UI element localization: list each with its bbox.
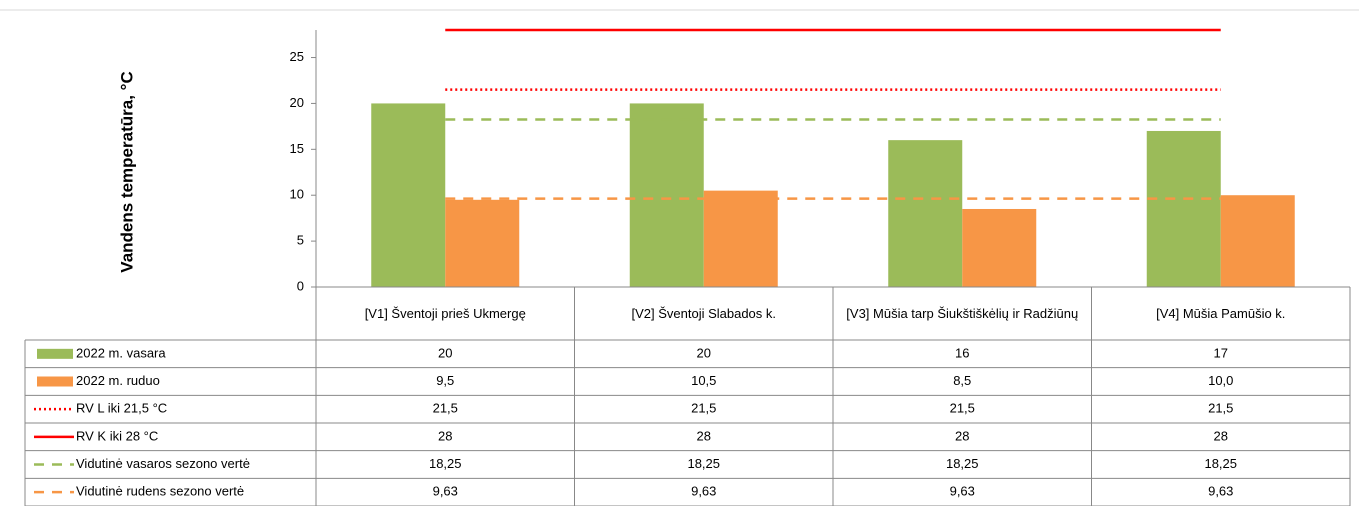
table-value: 21,5 bbox=[950, 401, 975, 416]
legend-key bbox=[37, 348, 73, 359]
table-value: 21,5 bbox=[691, 401, 716, 416]
bar bbox=[445, 199, 520, 287]
table-value: 18,25 bbox=[429, 456, 462, 471]
legend-label: Vidutinė rudens sezono vertė bbox=[76, 484, 244, 499]
bar bbox=[1146, 130, 1221, 287]
x-tick-label: [V1] Šventoji prieš Ukmergę bbox=[364, 305, 526, 321]
legend-key bbox=[37, 376, 73, 387]
table-value: 21,5 bbox=[1208, 401, 1233, 416]
table-value: 20 bbox=[697, 345, 711, 360]
table-value: 9,63 bbox=[433, 484, 458, 499]
table-value: 18,25 bbox=[946, 456, 979, 471]
category-cell: [V3] Mūšia tarp Šiukštiškėlių ir Radžiūn… bbox=[846, 305, 1079, 321]
bar bbox=[962, 208, 1037, 287]
legend-label: RV L iki 21,5 °C bbox=[76, 401, 167, 416]
table-value: 18,25 bbox=[687, 456, 720, 471]
bar bbox=[1220, 195, 1295, 287]
table-value: 9,5 bbox=[436, 373, 454, 388]
table-value: 28 bbox=[697, 428, 711, 443]
bar bbox=[371, 103, 446, 287]
legend-label: Vidutinė vasaros sezono vertė bbox=[76, 456, 250, 471]
category-cell: [V1] Šventoji prieš Ukmergę bbox=[364, 305, 526, 321]
table-value: 10,0 bbox=[1208, 373, 1233, 388]
table-value: 8,5 bbox=[953, 373, 971, 388]
x-tick-label: [V4] Mūšia Pamūšio k. bbox=[1156, 305, 1286, 321]
table-value: 20 bbox=[438, 345, 452, 360]
y-tick-label: 25 bbox=[290, 49, 304, 64]
table-value: 18,25 bbox=[1204, 456, 1237, 471]
table-value: 9,63 bbox=[691, 484, 716, 499]
bar bbox=[703, 190, 778, 287]
category-cell: [V4] Mūšia Pamūšio k. bbox=[1156, 305, 1286, 321]
y-axis-label: Vandens temperatūra, °C bbox=[117, 71, 136, 272]
x-tick-label: [V2] Šventoji Slabados k. bbox=[631, 305, 777, 321]
y-tick-label: 5 bbox=[297, 233, 304, 248]
y-tick-label: 0 bbox=[297, 278, 304, 293]
y-tick-label: 15 bbox=[290, 141, 304, 156]
table-value: 16 bbox=[955, 345, 969, 360]
table-value: 9,63 bbox=[950, 484, 975, 499]
legend-label: 2022 m. vasara bbox=[76, 345, 166, 360]
legend-label: RV K iki 28 °C bbox=[76, 428, 158, 443]
category-cell: [V2] Šventoji Slabados k. bbox=[631, 305, 777, 321]
x-tick-label: [V3] Mūšia tarp Šiukštiškėlių ir Radžiūn… bbox=[846, 305, 1079, 321]
table-value: 28 bbox=[955, 428, 969, 443]
y-tick-label: 10 bbox=[290, 187, 304, 202]
table-value: 21,5 bbox=[433, 401, 458, 416]
table-value: 10,5 bbox=[691, 373, 716, 388]
table-value: 28 bbox=[1214, 428, 1228, 443]
y-tick-label: 20 bbox=[290, 95, 304, 110]
legend-label: 2022 m. ruduo bbox=[76, 373, 160, 388]
bar bbox=[888, 140, 963, 287]
table-value: 17 bbox=[1214, 345, 1228, 360]
table-value: 9,63 bbox=[1208, 484, 1233, 499]
bar bbox=[629, 103, 704, 287]
table-value: 28 bbox=[438, 428, 452, 443]
